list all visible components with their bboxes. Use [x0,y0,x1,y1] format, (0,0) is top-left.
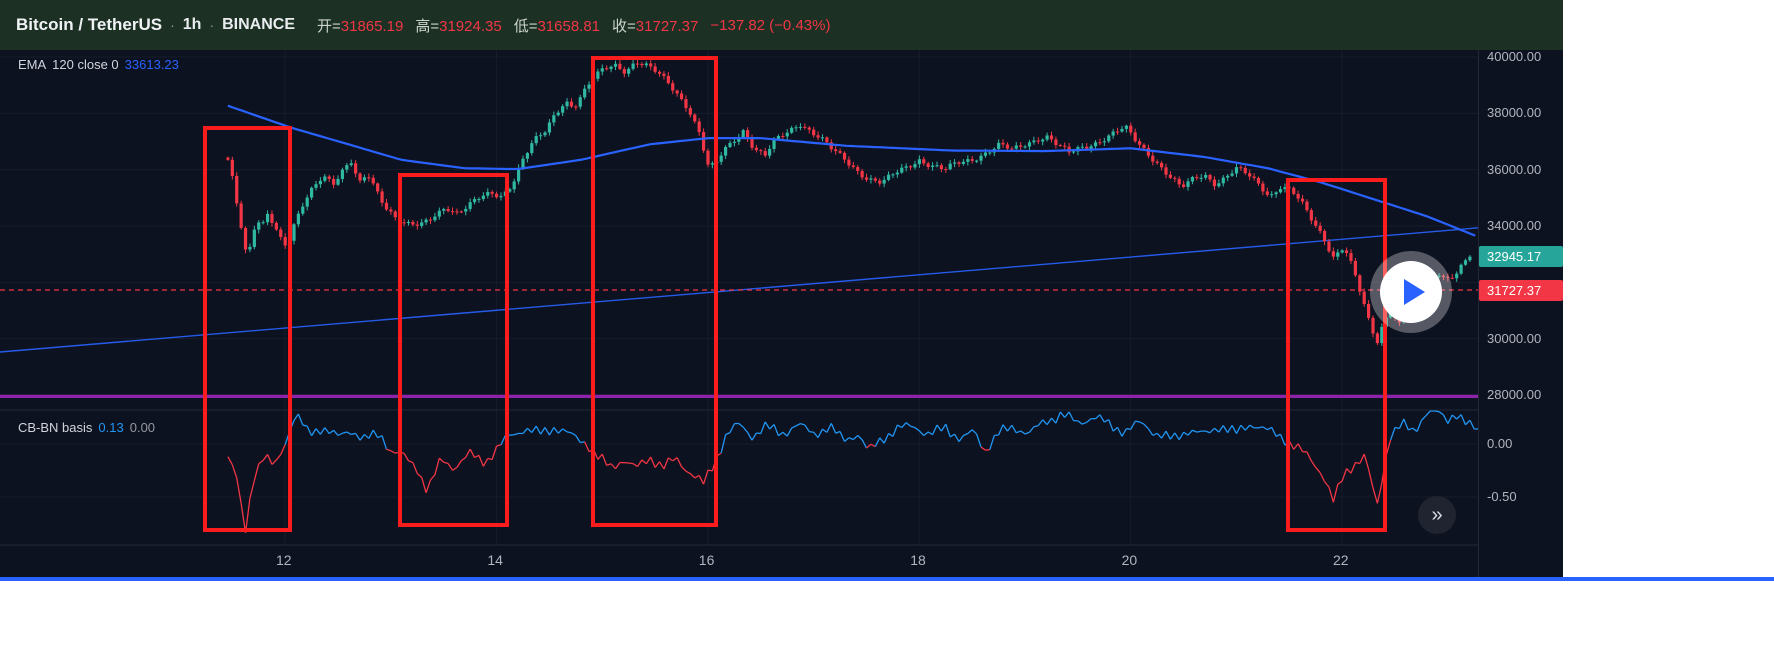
price-badge: 32945.17 [1479,245,1563,267]
page-divider [0,577,1774,581]
chart-canvas[interactable] [0,0,1563,577]
chart-background [0,0,1563,577]
separator-dot: · [209,17,215,33]
time-axis-label: 22 [1333,552,1349,568]
annotation-box[interactable] [398,173,509,527]
time-axis[interactable]: 12 14 16 18 20 22 [0,545,1478,577]
price-axis[interactable]: 40000.00 38000.00 36000.00 34000.00 30000.00… [1479,0,1563,577]
time-axis-label: 12 [276,552,292,568]
price-axis-label: 34000.00 [1487,218,1542,233]
symbol-header: Bitcoin / TetherUS · 1h · BINANCE 开=3186… [0,0,1563,50]
price-badge: 31727.37 [1479,280,1563,301]
ema-legend[interactable]: EMA 120 close 0 33613.23 [18,57,179,72]
price-axis-label: 36000.00 [1487,161,1542,177]
candles [226,59,1472,346]
basis-legend[interactable]: CB-BN basis 0.13 0.00 [18,420,155,435]
ema-params: 120 close 0 [52,57,119,72]
separator-dot: · [170,17,175,33]
ema-value: 33613.23 [124,57,179,72]
symbol-title[interactable]: Bitcoin / TetherUS [16,15,163,34]
price-change: −137.82 (−0.43%) [710,16,831,34]
ohlc-values: 开=31865.19 高=31924.35 低=31658.81 收=31727.37 [305,15,698,36]
basis-name: CB-BN basis [18,420,93,435]
ohlc-label: 收= [612,17,636,35]
ohlc-label: 开= [317,17,341,35]
basis-axis-label: -0.50 [1487,489,1517,504]
time-axis-label: 18 [910,552,926,568]
basis-axis-label: 0.00 [1487,436,1513,451]
annotation-box[interactable] [1286,178,1387,532]
annotation-box[interactable] [591,56,718,527]
time-axis-label: 14 [487,552,503,568]
expand-panel-button[interactable]: » [1418,496,1456,534]
play-icon [1404,279,1425,305]
price-axis-label: 28000.00 [1487,387,1542,402]
ohlc-value: 31727.37 [635,17,699,35]
ema-line[interactable] [227,104,1476,237]
ohlc-value: 31865.19 [340,17,404,35]
exchange-label: BINANCE [222,16,295,33]
tradingview-chart[interactable]: Bitcoin / TetherUS · 1h · BINANCE 开=3186… [0,0,1563,577]
basis-value: 0.13 [98,420,124,435]
ema-name: EMA [18,57,47,72]
time-axis-label: 16 [698,552,715,568]
price-axis-label: 30000.00 [1487,330,1542,346]
ohlc-label: 低= [513,17,538,35]
interval-label[interactable]: 1h [182,16,202,33]
ohlc-value: 31658.81 [537,17,601,35]
annotation-box[interactable] [203,126,292,532]
basis-series [227,410,1479,533]
replay-play-button[interactable] [1380,261,1442,323]
price-axis-label: 40000.00 [1487,49,1542,64]
ohlc-value: 31924.35 [439,17,502,35]
basis-value-secondary: 0.00 [129,420,156,435]
time-axis-label: 20 [1121,552,1138,568]
ohlc-label: 高= [415,17,440,35]
price-axis-label: 38000.00 [1487,105,1542,121]
